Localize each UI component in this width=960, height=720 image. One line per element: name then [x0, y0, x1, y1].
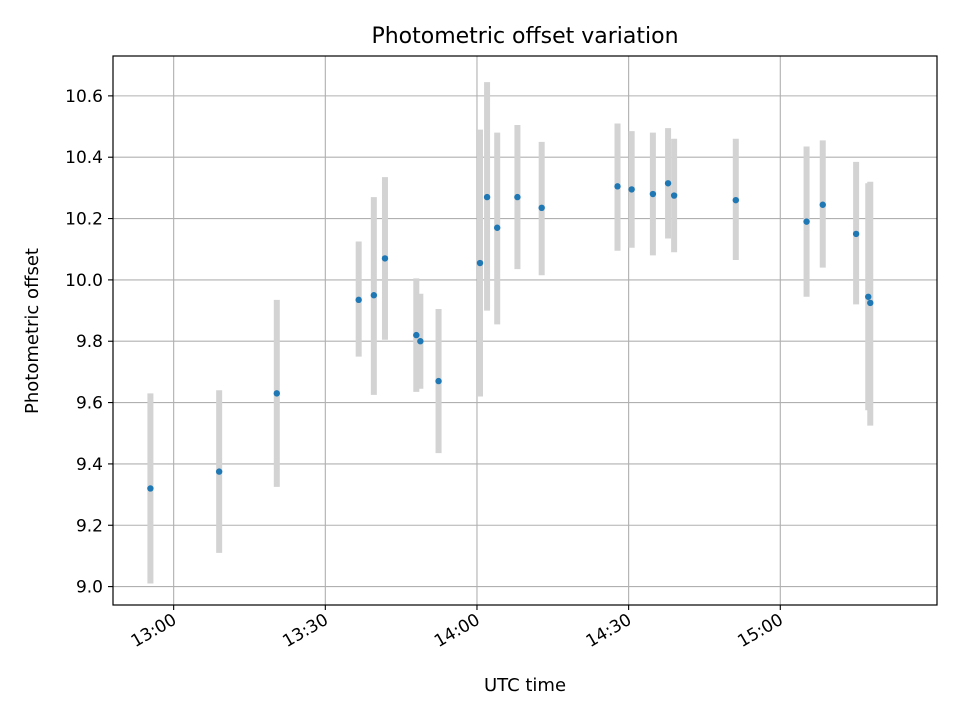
x-tick-label: 14:30: [583, 610, 635, 652]
data-point: [147, 485, 154, 492]
grid: [113, 56, 937, 605]
data-point: [664, 180, 672, 187]
data-point: [355, 296, 362, 304]
data-point: [852, 230, 860, 238]
data-point: [819, 201, 826, 208]
data-point: [732, 196, 740, 204]
y-tick-label: 9.0: [76, 578, 103, 598]
data-point: [417, 338, 424, 345]
data-point: [514, 193, 521, 201]
x-tick-label: 14:00: [431, 610, 483, 652]
x-tick-label: 13:30: [279, 610, 331, 652]
data-point: [435, 377, 442, 385]
data-point: [215, 468, 223, 475]
y-tick-label: 9.6: [76, 394, 103, 414]
x-tick-label: 15:00: [734, 610, 786, 652]
data-point: [803, 218, 810, 225]
y-tick-label: 9.4: [76, 455, 103, 475]
data-point: [370, 292, 378, 299]
y-tick-label: 10.6: [65, 87, 103, 107]
y-tick-label: 9.2: [76, 516, 103, 536]
data-point: [865, 293, 872, 300]
data-point: [483, 193, 491, 201]
y-tick-label: 10.0: [65, 271, 103, 291]
data-point: [493, 224, 501, 231]
y-tick-label: 10.2: [65, 210, 103, 230]
data-point: [867, 299, 874, 307]
data-point: [413, 331, 420, 339]
data-point: [628, 186, 635, 193]
data-point: [649, 190, 657, 198]
chart-title: Photometric offset variation: [371, 24, 678, 49]
data-point: [476, 259, 484, 267]
y-axis-label: Photometric offset: [22, 248, 43, 414]
data-point: [381, 255, 389, 262]
x-axis-label: UTC time: [484, 675, 566, 696]
data-point: [614, 183, 621, 190]
x-tick-label: 13:00: [128, 610, 180, 652]
data-point: [273, 390, 280, 397]
data-point: [538, 204, 545, 212]
y-tick-label: 9.8: [76, 332, 103, 352]
y-tick-label: 10.4: [65, 148, 103, 168]
plot-frame: [112, 55, 938, 606]
data-point: [670, 192, 678, 199]
data-points: [147, 180, 874, 492]
